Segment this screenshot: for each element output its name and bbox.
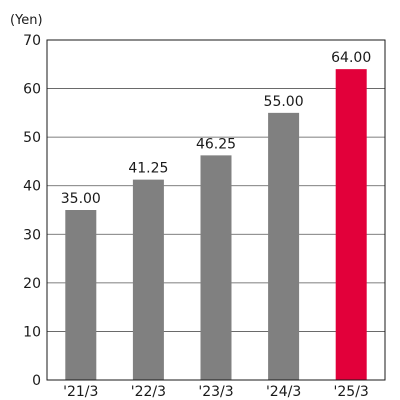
bar-value-label: 41.25 xyxy=(128,161,168,177)
x-category-label: '21/3 xyxy=(63,384,98,400)
data-labels: 35.00 41.25 46.25 55.00 64.00 xyxy=(61,50,371,207)
x-category-label: '23/3 xyxy=(198,384,233,400)
x-axis-categories: '21/3 '22/3 '23/3 '24/3 '25/3 xyxy=(63,384,369,400)
plot-frame xyxy=(46,39,386,381)
bar-4 xyxy=(335,69,367,380)
bar-value-label: 46.25 xyxy=(196,136,236,152)
bar-0 xyxy=(65,210,97,380)
x-category-label: '25/3 xyxy=(334,384,369,400)
bar-3 xyxy=(268,112,300,381)
y-tick-label: 30 xyxy=(23,227,41,243)
y-axis-ticks: 0 10 20 30 40 50 60 70 xyxy=(23,33,41,389)
x-category-label: '24/3 xyxy=(266,384,301,400)
bar-1 xyxy=(132,179,164,380)
y-tick-label: 20 xyxy=(23,276,41,292)
bar-2 xyxy=(200,155,232,380)
y-tick-label: 70 xyxy=(23,33,41,49)
y-tick-label: 60 xyxy=(23,82,41,98)
y-tick-label: 10 xyxy=(23,324,41,340)
bar-value-label: 35.00 xyxy=(61,191,101,207)
y-tick-label: 40 xyxy=(23,179,41,195)
bar-value-label: 55.00 xyxy=(264,94,304,110)
x-category-label: '22/3 xyxy=(131,384,166,400)
y-tick-label: 0 xyxy=(32,373,41,389)
y-axis-unit-label: (Yen) xyxy=(10,13,43,28)
bars xyxy=(65,69,367,381)
bar-value-label: 64.00 xyxy=(331,50,371,66)
y-tick-label: 50 xyxy=(23,130,41,146)
